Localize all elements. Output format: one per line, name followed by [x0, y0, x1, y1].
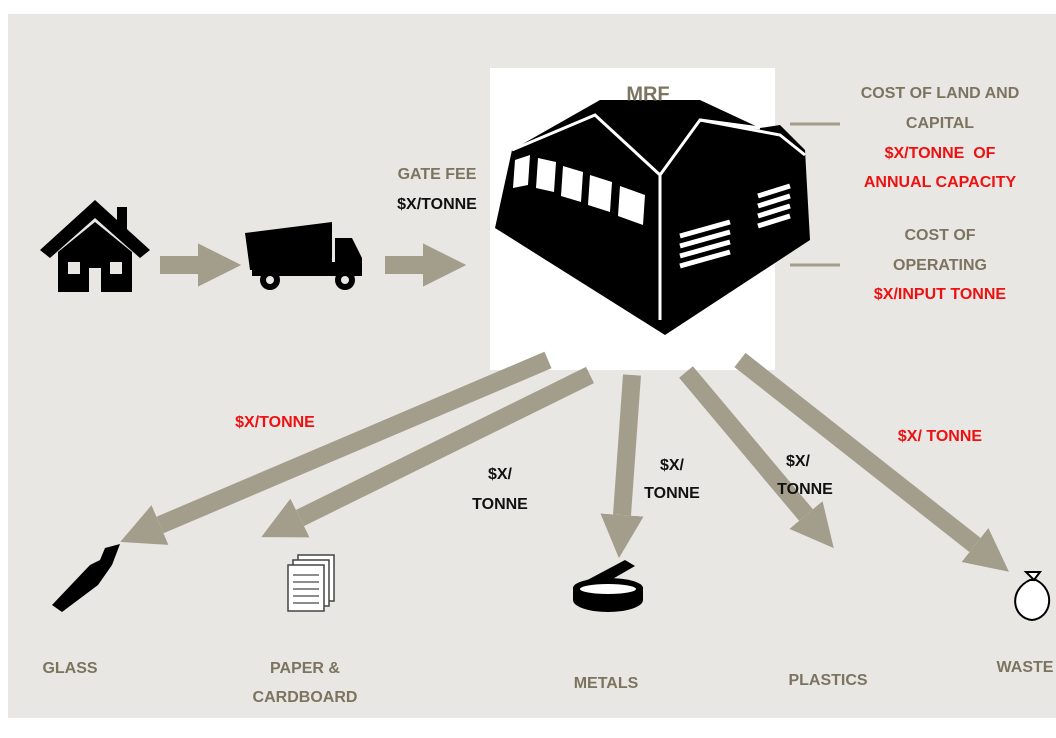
cost-label: OPERATING	[893, 257, 987, 274]
gate-fee-label: GATE FEE	[398, 166, 477, 183]
cost-price: $X/TONNE OF	[885, 145, 996, 162]
output-price: $X/	[488, 466, 513, 483]
output-price: TONNE	[644, 485, 700, 502]
gate-fee-price: $X/TONNE	[397, 196, 477, 213]
mrf-label: MRF	[626, 83, 669, 105]
cost-price: $X/INPUT TONNE	[874, 286, 1007, 303]
output-price: $X/	[786, 453, 811, 470]
output-name: METALS	[574, 675, 639, 692]
output-name: PAPER &	[270, 660, 340, 677]
cost-price: ANNUAL CAPACITY	[864, 174, 1017, 191]
output-name: GLASS	[42, 660, 97, 677]
output-price: $X/TONNE	[235, 414, 315, 431]
output-name: WASTE	[997, 659, 1054, 676]
output-price: TONNE	[777, 481, 833, 498]
output-price: TONNE	[472, 496, 528, 513]
cost-label: COST OF	[904, 227, 975, 244]
cost-label: COST OF LAND AND	[861, 85, 1020, 102]
arrow	[622, 375, 632, 515]
output-name: CARDBOARD	[253, 689, 358, 706]
cost-label: CAPITAL	[906, 115, 974, 132]
output-price: $X/ TONNE	[898, 428, 983, 445]
output-name: PLASTICS	[788, 672, 867, 689]
diagram: MRF GATE FEE $X/TONNE COST OF LAND AND C…	[0, 0, 1056, 738]
paper-icon	[288, 555, 334, 611]
output-price: $X/	[660, 457, 685, 474]
